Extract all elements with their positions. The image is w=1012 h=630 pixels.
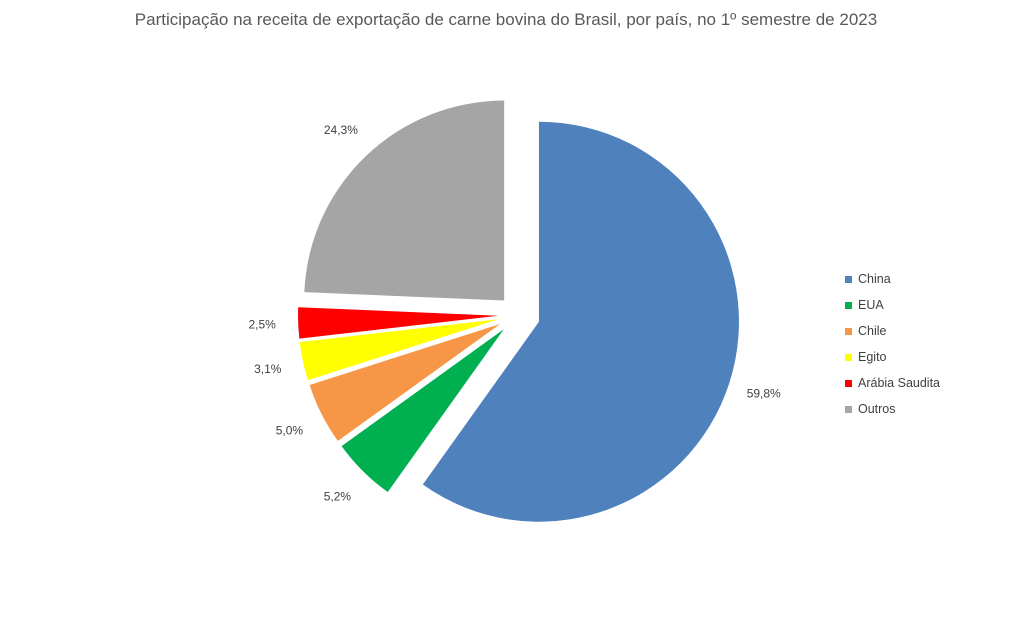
data-label-outros: 24,3% bbox=[324, 123, 358, 137]
legend-swatch bbox=[845, 405, 852, 413]
pie-slice-outros bbox=[304, 100, 505, 301]
legend-label: Arábia Saudita bbox=[858, 376, 941, 390]
legend-item-arabia-saudita: Arábia Saudita bbox=[845, 370, 940, 396]
legend-label: Outros bbox=[858, 402, 896, 416]
pie-slice-arabia-saudita bbox=[298, 307, 499, 339]
legend-item-china: China bbox=[845, 266, 940, 292]
legend-item-outros: Outros bbox=[845, 396, 940, 422]
data-label-china: 59,8% bbox=[747, 387, 781, 401]
data-label-eua: 5,2% bbox=[324, 489, 352, 503]
pie-slice-chile bbox=[309, 324, 501, 441]
pie-slices bbox=[298, 100, 739, 522]
pie-slice-eua bbox=[341, 329, 504, 493]
pie-slice-china bbox=[422, 121, 739, 522]
legend-swatch bbox=[845, 353, 852, 361]
legend-swatch bbox=[845, 327, 852, 335]
legend-label: EUA bbox=[858, 298, 884, 312]
legend-swatch bbox=[845, 379, 852, 387]
pie-slice-egito bbox=[299, 319, 499, 381]
chart-legend: China EUA Chile Egito Arábia Saudita Outros bbox=[845, 266, 940, 422]
legend-label: China bbox=[858, 272, 891, 286]
legend-swatch bbox=[845, 301, 852, 309]
data-label-chile: 5,0% bbox=[276, 423, 304, 437]
legend-item-egito: Egito bbox=[845, 344, 940, 370]
legend-swatch bbox=[845, 275, 852, 283]
pie-data-labels: 59,8% 5,2% 5,0% 3,1% 2,5% 24,3% bbox=[248, 123, 781, 503]
data-label-arabia-saudita: 2,5% bbox=[248, 317, 276, 331]
legend-label: Egito bbox=[858, 350, 887, 364]
legend-label: Chile bbox=[858, 324, 887, 338]
data-label-egito: 3,1% bbox=[254, 362, 282, 376]
legend-item-eua: EUA bbox=[845, 292, 940, 318]
chart-title: Participação na receita de exportação de… bbox=[134, 10, 878, 29]
legend-item-chile: Chile bbox=[845, 318, 940, 344]
